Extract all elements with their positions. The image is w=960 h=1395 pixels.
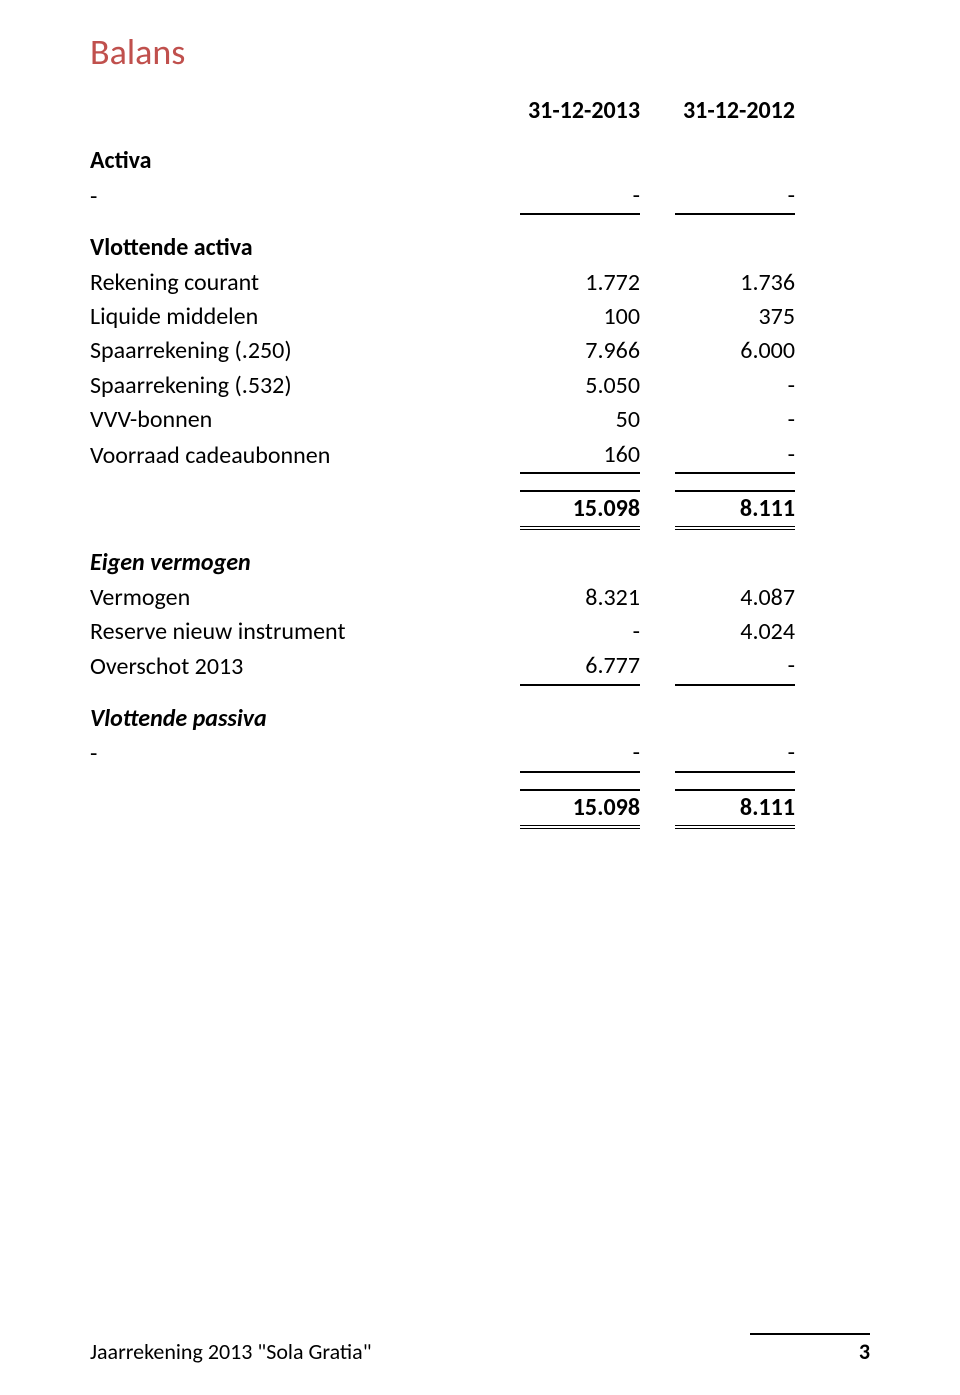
footer-left: Jaarrekening 2013 "Sola Gratia" xyxy=(90,1338,372,1365)
vlottende-passiva-heading-row: Vlottende passiva xyxy=(90,702,795,736)
table-row: Rekening courant 1.772 1.736 xyxy=(90,266,795,300)
header-row: 31-12-2013 31-12-2012 xyxy=(90,94,795,128)
header-col2: 31-12-2012 xyxy=(675,94,795,128)
vlottende-passiva-dash-col1: - xyxy=(520,736,640,771)
activa-heading: Activa xyxy=(90,144,520,178)
table-row: Voorraad cadeaubonnen 160 - xyxy=(90,438,795,473)
row-label: Spaarrekening (.532) xyxy=(90,369,520,403)
row-col2: - xyxy=(675,403,795,437)
table-row: Reserve nieuw instrument - 4.024 xyxy=(90,615,795,649)
row-col1: 1.772 xyxy=(520,266,640,300)
totaal-passiva-col2: 8.111 xyxy=(675,790,795,827)
table-row: Vermogen 8.321 4.087 xyxy=(90,581,795,615)
row-label: VVV-bonnen xyxy=(90,403,520,437)
balance-table: 31-12-2013 31-12-2012 Activa - - - Vlott… xyxy=(90,94,795,829)
row-label: Rekening courant xyxy=(90,266,520,300)
totaal-activa-row: 15.098 8.111 xyxy=(90,491,795,528)
activa-dash-row: - - - xyxy=(90,179,795,214)
row-col1: 160 xyxy=(520,438,640,473)
row-col2: 375 xyxy=(675,300,795,334)
activa-dash-label: - xyxy=(90,179,520,214)
totaal-activa-col1: 15.098 xyxy=(520,491,640,528)
table-row: Spaarrekening (.532) 5.050 - xyxy=(90,369,795,403)
row-col1: 5.050 xyxy=(520,369,640,403)
activa-heading-row: Activa xyxy=(90,144,795,178)
activa-dash-col1: - xyxy=(520,179,640,214)
table-row: Liquide middelen 100 375 xyxy=(90,300,795,334)
vlottende-passiva-dash-row: - - - xyxy=(90,736,795,771)
row-col2: 4.087 xyxy=(675,581,795,615)
row-label: Overschot 2013 xyxy=(90,649,520,684)
table-row: VVV-bonnen 50 - xyxy=(90,403,795,437)
totaal-activa-col2: 8.111 xyxy=(675,491,795,528)
footer-line xyxy=(750,1333,870,1335)
row-col2: 4.024 xyxy=(675,615,795,649)
row-col1: 8.321 xyxy=(520,581,640,615)
page-footer: Jaarrekening 2013 "Sola Gratia" 3 xyxy=(90,1333,870,1365)
activa-dash-col2: - xyxy=(675,179,795,214)
row-col2: - xyxy=(675,649,795,684)
row-col2: 6.000 xyxy=(675,334,795,368)
row-label: Spaarrekening (.250) xyxy=(90,334,520,368)
row-col2: 1.736 xyxy=(675,266,795,300)
page-number: 3 xyxy=(750,1338,870,1365)
vlottende-passiva-dash-label: - xyxy=(90,736,520,771)
vlottende-passiva-heading: Vlottende passiva xyxy=(90,702,520,736)
row-col1: - xyxy=(520,615,640,649)
row-label: Liquide middelen xyxy=(90,300,520,334)
vlottende-activa-heading-row: Vlottende activa xyxy=(90,231,795,265)
vlottende-activa-heading: Vlottende activa xyxy=(90,231,520,265)
row-col1: 50 xyxy=(520,403,640,437)
row-col2: - xyxy=(675,438,795,473)
totaal-passiva-col1: 15.098 xyxy=(520,790,640,827)
row-col2: - xyxy=(675,369,795,403)
row-col1: 7.966 xyxy=(520,334,640,368)
table-row: Spaarrekening (.250) 7.966 6.000 xyxy=(90,334,795,368)
row-col1: 6.777 xyxy=(520,649,640,684)
totaal-passiva-row: 15.098 8.111 xyxy=(90,790,795,827)
row-label: Voorraad cadeaubonnen xyxy=(90,438,520,473)
row-label: Reserve nieuw instrument xyxy=(90,615,520,649)
row-label: Vermogen xyxy=(90,581,520,615)
eigen-vermogen-heading: Eigen vermogen xyxy=(90,546,520,580)
page-title: Balans xyxy=(90,30,870,74)
vlottende-passiva-dash-col2: - xyxy=(675,736,795,771)
row-col1: 100 xyxy=(520,300,640,334)
header-col1: 31-12-2013 xyxy=(520,94,640,128)
table-row: Overschot 2013 6.777 - xyxy=(90,649,795,684)
eigen-vermogen-heading-row: Eigen vermogen xyxy=(90,546,795,580)
